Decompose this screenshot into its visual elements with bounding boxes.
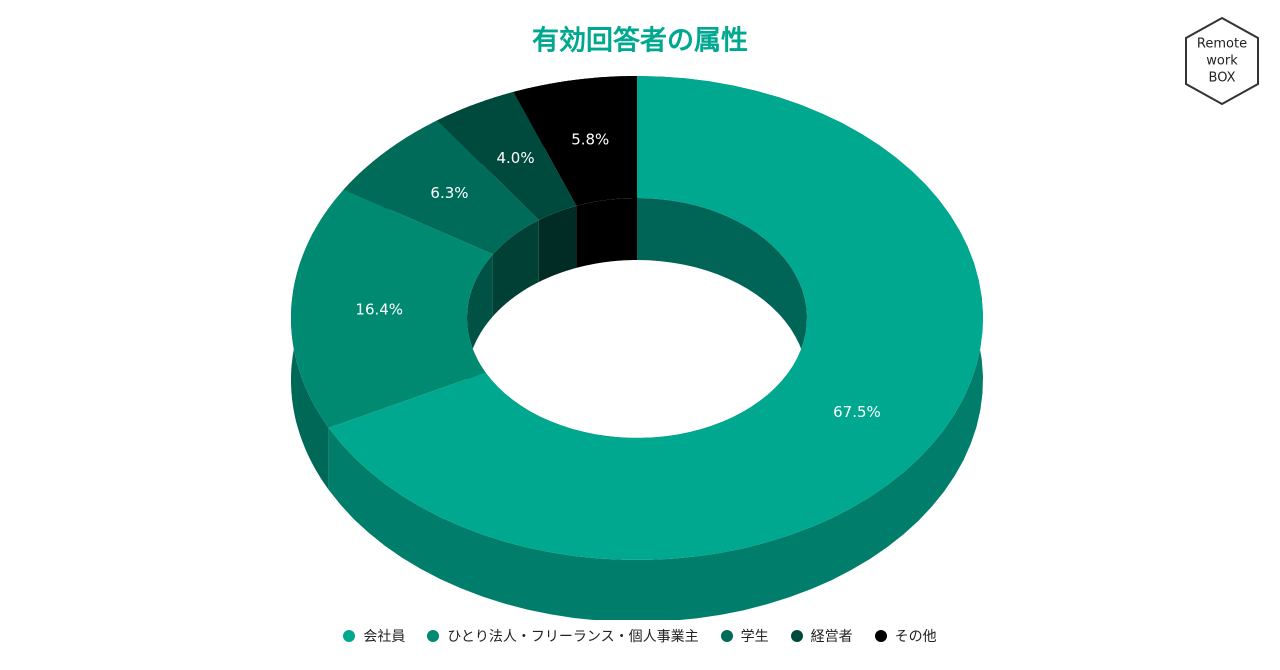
data-label: 4.0% (497, 149, 535, 167)
legend-label: 会社員 (363, 629, 406, 645)
legend-item: 経営者 (790, 626, 853, 646)
data-label: 16.4% (355, 301, 403, 319)
legend-item: 会社員 (343, 626, 405, 646)
legend-label: 学生 (740, 629, 769, 645)
donut-segment (437, 91, 577, 221)
legend-label: ひとり法人・フリーランス・個人事業主 (447, 629, 699, 645)
legend-item: ひとり法人・フリーランス・個人事業主 (427, 626, 699, 646)
chart-title: 有効回答者の属性 (532, 25, 748, 57)
donut-segment (343, 120, 539, 255)
legend: 会社員 ひとり法人・フリーランス・個人事業主 学生 経営者 その他 (0, 626, 1280, 646)
logo-hexagon (1185, 16, 1259, 106)
donut-segment (328, 76, 983, 560)
legend-swatch (790, 630, 803, 642)
legend-swatch (427, 630, 440, 642)
segment-inner-side (492, 220, 539, 317)
segment-inner-side (576, 198, 637, 268)
data-label: 5.8% (571, 130, 609, 148)
logo-text: work (1206, 54, 1238, 69)
legend-item: 学生 (720, 626, 769, 646)
donut-segment (513, 76, 637, 206)
data-label: 67.5% (833, 403, 881, 421)
legend-item: その他 (874, 626, 937, 646)
data-label: 6.3% (430, 184, 468, 202)
chart: 有効回答者の属性 Remote work BOX 67.5% 16.4% 6.3% 4… (291, 16, 1259, 620)
legend-swatch (343, 630, 356, 642)
donut-segment (291, 189, 493, 428)
logo-text: Remote (1197, 37, 1247, 52)
logo-text: BOX (1209, 71, 1236, 86)
segment-inner-side (538, 205, 577, 282)
legend-label: 経営者 (810, 629, 853, 645)
legend-swatch (720, 630, 733, 642)
legend-swatch (874, 630, 887, 642)
logo: Remote work BOX (1185, 16, 1259, 106)
legend-label: その他 (894, 629, 937, 645)
